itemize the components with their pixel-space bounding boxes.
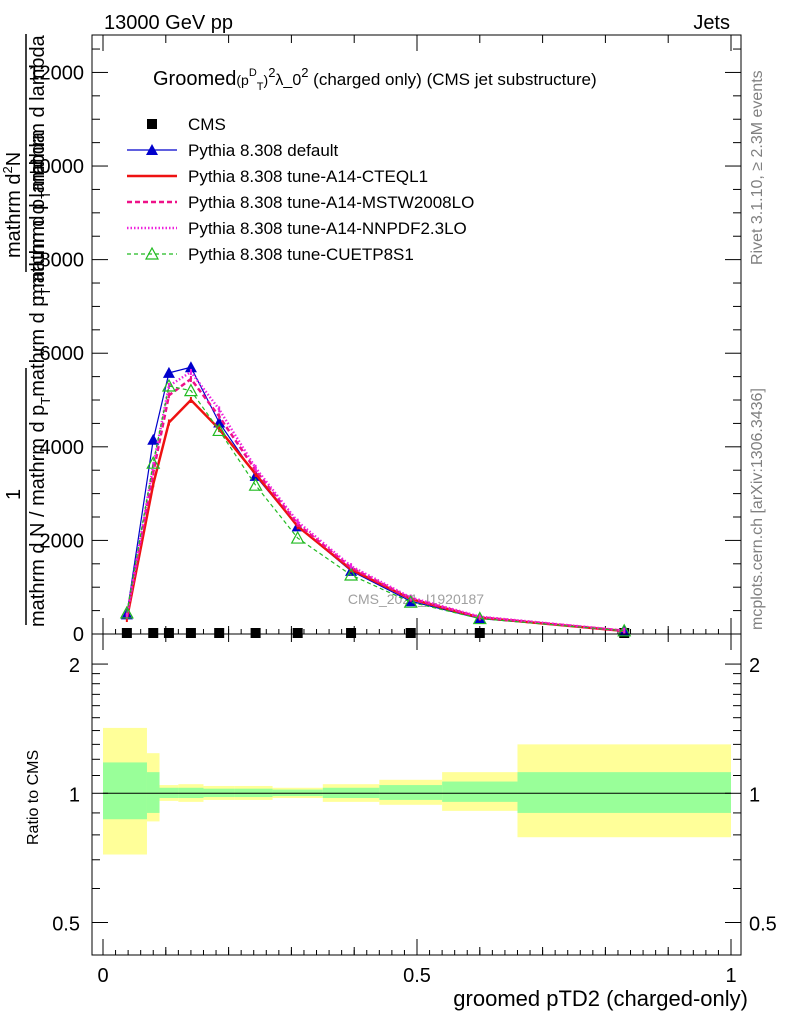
x-tick-label: 0 (97, 965, 108, 987)
y-tick-label: 6000 (40, 343, 85, 365)
legend-marker (146, 144, 158, 155)
y-tick-label: 4000 (40, 437, 85, 459)
data-point (472, 611, 487, 625)
series-line (126, 385, 625, 632)
data-point (148, 628, 159, 638)
data-point (184, 361, 197, 373)
data-point (474, 628, 485, 638)
legend-marker (147, 119, 157, 129)
data-point (248, 477, 263, 491)
ylabel-one: 1 (3, 489, 25, 500)
x-tick-label: 1 (725, 965, 736, 987)
data-point (121, 628, 132, 638)
data-point (292, 628, 303, 638)
legend-label: Pythia 8.308 tune-A14-MSTW2008LO (188, 193, 474, 212)
legend-label: CMS (188, 115, 226, 134)
data-point (185, 628, 196, 638)
ratio-y-tick-label: 2 (69, 655, 80, 677)
legend-label: Pythia 8.308 default (188, 141, 339, 160)
data-point (162, 366, 175, 378)
ratio-y-tick-label: 0.5 (52, 913, 80, 935)
legend-label: Pythia 8.308 tune-A14-NNPDF2.3LO (188, 219, 467, 238)
data-point (250, 628, 261, 638)
y-tick-label: 12000 (28, 62, 84, 84)
data-point (183, 383, 198, 397)
data-point (119, 605, 134, 619)
legend-item: Pythia 8.308 default (127, 141, 339, 160)
ylabel-lower-denominator: mathrm d N / mathrm d pTmathrm d pTmathr… (27, 131, 53, 627)
series-pythia-8-308-tune-a14-nnpdf2-3lo (125, 368, 626, 634)
ratio-band-inner (146, 772, 160, 813)
ratio-band-inner (517, 772, 731, 813)
data-point (212, 423, 227, 437)
data-point (344, 567, 359, 581)
data-point (214, 628, 225, 638)
data-point (346, 628, 357, 638)
ratio-ylabel: Ratio to CMS (25, 750, 42, 845)
header-right: Jets (693, 12, 730, 34)
data-point (163, 628, 174, 638)
header-left: 13000 GeV pp (104, 12, 233, 34)
x-axis-label: groomed pTD2 (charged-only) (453, 986, 748, 1011)
ylabel-numerator: mathrm d2N (0, 152, 25, 258)
mcplots-label: mcplots.cern.ch [arXiv:1306.3436] (749, 388, 766, 630)
data-point (617, 623, 632, 637)
main-ylabel: mathrm d2N mathrm d pTmathrm d lambda 1 … (0, 34, 53, 627)
data-point (161, 378, 176, 392)
ratio-y-tick-label: 1 (69, 784, 80, 806)
data-point (146, 455, 161, 469)
data-point (405, 628, 416, 638)
ratio-y-tick-label-right: 2 (749, 655, 760, 677)
ratio-panel: 0.5 0.5 1 1 2 2 0 0.5 1 (52, 633, 777, 987)
ylabel-denominator: mathrm d pTmathrm d lambda (27, 34, 53, 300)
y-tick-label: 0 (73, 624, 84, 646)
main-panel: 0 2000 4000 6000 8000 10000 12000 Groomed(pDT)2… (28, 34, 742, 646)
legend-label: Pythia 8.308 tune-A14-CTEQL1 (188, 167, 428, 186)
ratio-band-inner (103, 762, 147, 820)
legend: CMS Pythia 8.308 default Pythia 8.308 tune… (127, 115, 474, 264)
ratio-y-tick-label-right: 1 (749, 784, 760, 806)
legend-item: Pythia 8.308 tune-A14-NNPDF2.3LO (127, 219, 467, 238)
ratio-band-inner (442, 781, 518, 802)
ratio-band-inner (379, 785, 443, 800)
series-cms (121, 628, 630, 638)
rivet-label: Rivet 3.1.10, ≥ 2.3M events (749, 70, 766, 265)
legend-marker (144, 246, 160, 260)
legend-label: Pythia 8.308 tune-CUETP8S1 (188, 245, 414, 264)
y-tick-label: 2000 (40, 530, 85, 552)
legend-item: Pythia 8.308 tune-CUETP8S1 (127, 245, 414, 264)
ratio-y-tick-label-right: 0.5 (749, 913, 777, 935)
data-point (147, 433, 160, 445)
chart-title: Groomed(pDT)2λ_02 (charged only) (CMS je… (153, 65, 597, 93)
legend-item: CMS (147, 115, 226, 134)
series-pythia-8-308-tune-cuetp8s1 (119, 378, 632, 637)
data-point (403, 594, 418, 608)
legend-item: Pythia 8.308 tune-A14-MSTW2008LO (127, 193, 474, 212)
legend-item: Pythia 8.308 tune-A14-CTEQL1 (127, 167, 428, 186)
y-tick-label: 8000 (40, 250, 85, 272)
data-point (290, 530, 305, 544)
y-tick-label: 10000 (28, 156, 84, 178)
x-tick-label: 0.5 (403, 965, 431, 987)
